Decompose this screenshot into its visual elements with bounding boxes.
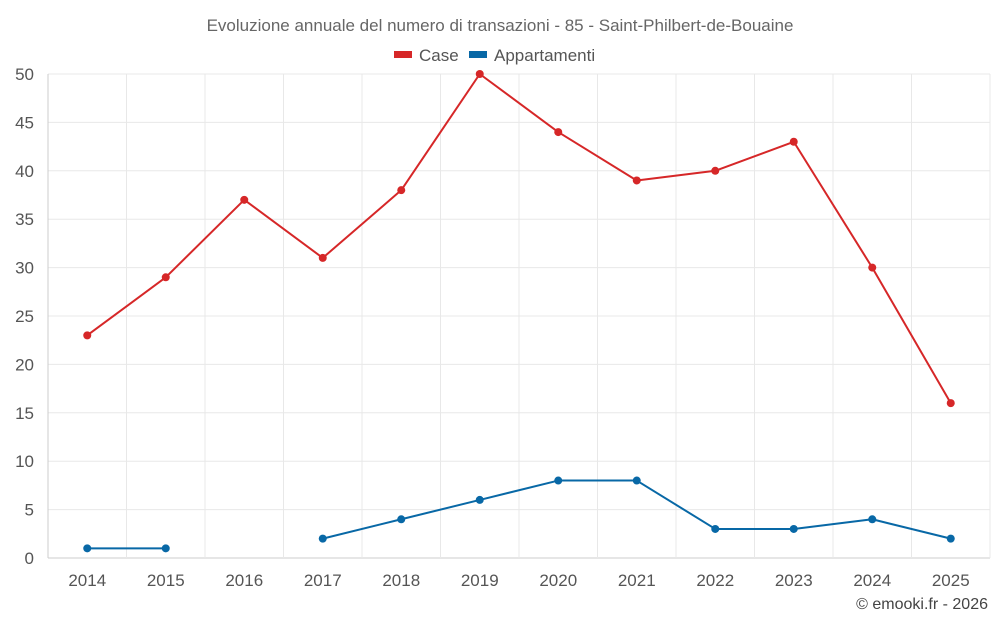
x-axis-ticks: 2014 2015 2016 2017 2018 2019 2020 2021 2022 2023… <box>68 571 969 590</box>
data-point[interactable] <box>946 399 955 408</box>
y-tick-label: 25 <box>15 307 34 326</box>
x-tick-label: 2015 <box>147 571 185 590</box>
data-point[interactable] <box>475 495 484 504</box>
y-tick-label: 35 <box>15 210 34 229</box>
x-tick-label: 2020 <box>539 571 577 590</box>
data-point[interactable] <box>318 253 327 262</box>
y-tick-label: 45 <box>15 113 34 132</box>
legend-swatch-case <box>394 51 412 58</box>
y-tick-label: 40 <box>15 162 34 181</box>
data-point[interactable] <box>475 70 484 78</box>
x-tick-label: 2021 <box>618 571 656 590</box>
y-tick-label: 20 <box>15 355 34 374</box>
data-point[interactable] <box>397 515 406 524</box>
x-tick-label: 2014 <box>68 571 106 590</box>
series-line <box>86 73 952 404</box>
x-tick-label: 2017 <box>304 571 342 590</box>
data-point[interactable] <box>946 534 955 543</box>
x-tick-label: 2025 <box>932 571 970 590</box>
data-point[interactable] <box>632 476 641 485</box>
data-point[interactable] <box>868 263 877 272</box>
y-axis-ticks: 0 5 10 15 20 25 30 35 40 45 50 <box>15 65 34 568</box>
y-tick-label: 5 <box>25 501 34 520</box>
x-tick-label: 2018 <box>382 571 420 590</box>
data-point[interactable] <box>868 515 877 524</box>
chart-title: Evoluzione annuale del numero di transaz… <box>207 16 794 35</box>
legend-label-appartamenti[interactable]: Appartamenti <box>494 46 595 65</box>
data-point[interactable] <box>711 166 720 175</box>
x-tick-label: 2023 <box>775 571 813 590</box>
credit-text: © emooki.fr - 2026 <box>856 596 988 613</box>
legend: Case Appartamenti <box>394 46 595 65</box>
x-tick-label: 2024 <box>853 571 891 590</box>
data-point[interactable] <box>554 128 563 137</box>
data-point[interactable] <box>711 524 720 533</box>
data-point[interactable] <box>789 137 798 146</box>
data-point[interactable] <box>789 524 798 533</box>
series-appartamenti <box>83 476 955 553</box>
data-point[interactable] <box>318 534 327 543</box>
gridlines <box>47 73 991 559</box>
data-point[interactable] <box>397 186 406 195</box>
legend-label-case[interactable]: Case <box>419 46 459 65</box>
data-point[interactable] <box>161 544 170 553</box>
y-tick-label: 50 <box>15 65 34 84</box>
data-point[interactable] <box>83 331 92 340</box>
x-tick-label: 2019 <box>461 571 499 590</box>
y-tick-label: 10 <box>15 452 34 471</box>
data-point[interactable] <box>554 476 563 485</box>
x-tick-label: 2016 <box>225 571 263 590</box>
x-tick-label: 2022 <box>696 571 734 590</box>
series <box>83 70 955 553</box>
data-point[interactable] <box>632 176 641 185</box>
y-tick-label: 30 <box>15 259 34 278</box>
data-point[interactable] <box>240 195 249 204</box>
y-tick-label: 15 <box>15 404 34 423</box>
data-point[interactable] <box>161 273 170 282</box>
series-case <box>83 70 955 408</box>
data-point[interactable] <box>83 544 92 553</box>
y-tick-label: 0 <box>25 549 34 568</box>
legend-swatch-appartamenti <box>469 51 487 58</box>
